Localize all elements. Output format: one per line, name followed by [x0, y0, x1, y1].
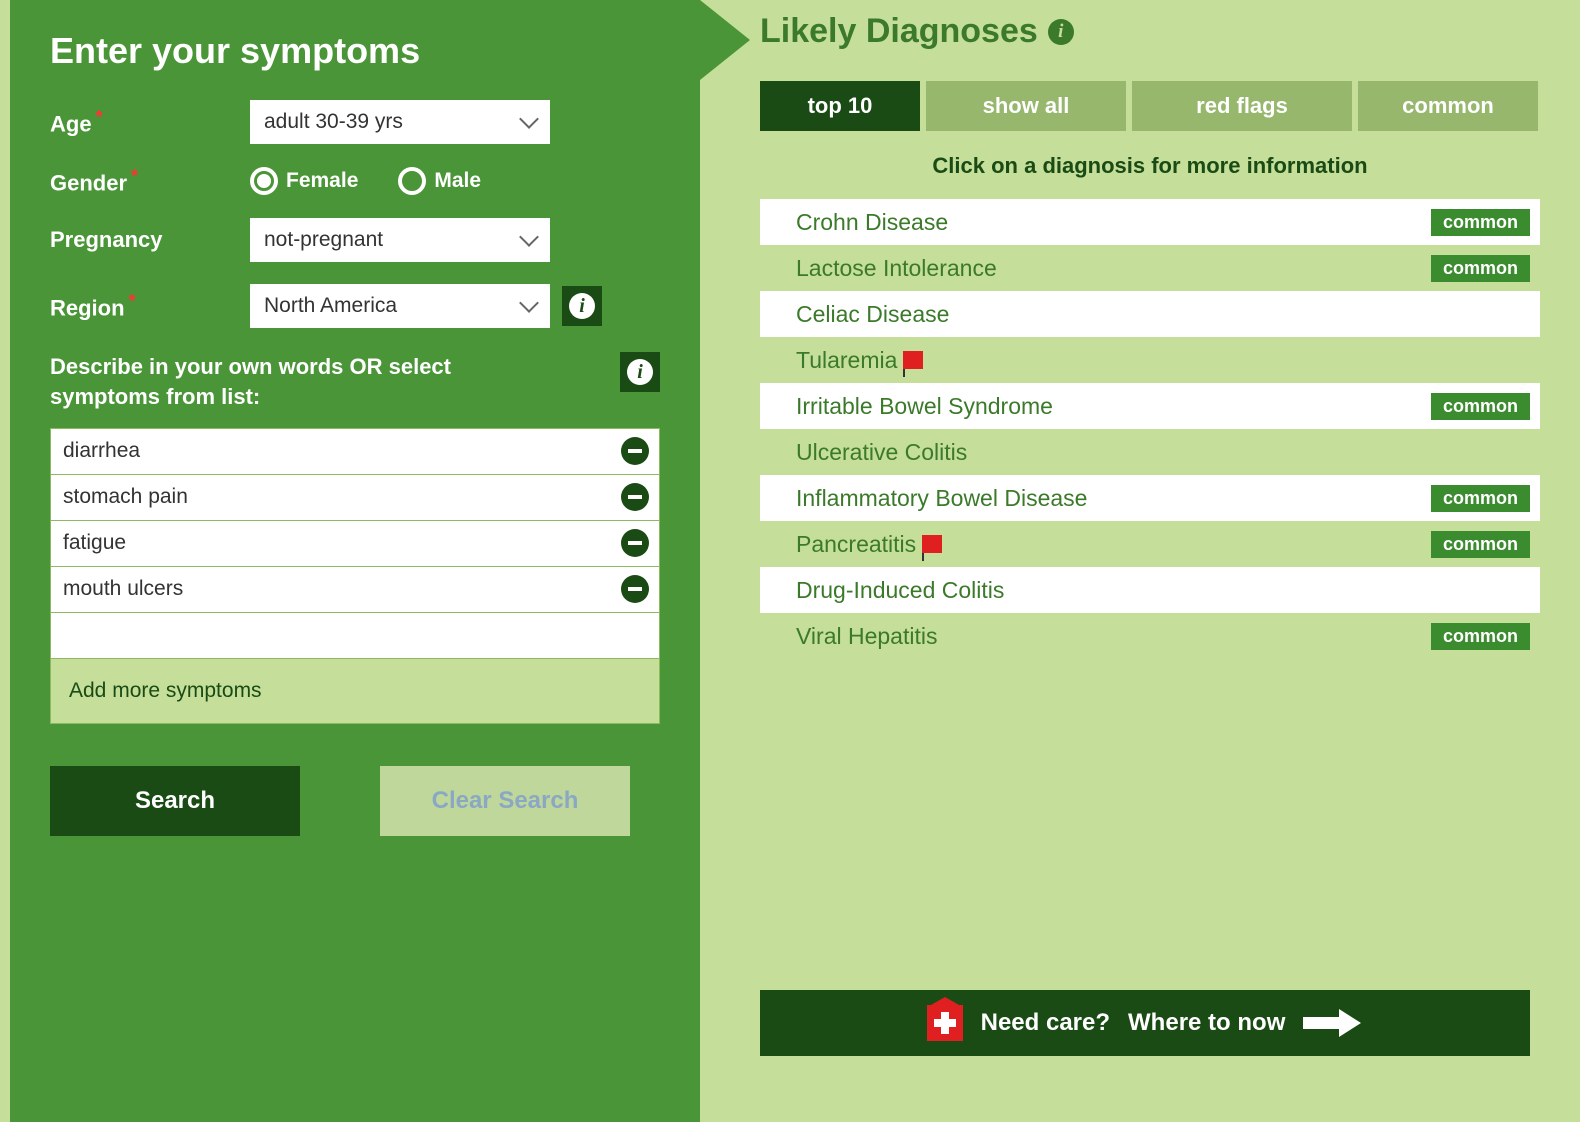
panel-arrow-icon: [700, 0, 750, 80]
chevron-down-icon: [519, 227, 539, 247]
chevron-down-icon: [519, 109, 539, 129]
common-badge: common: [1431, 209, 1530, 236]
diagnoses-list: Crohn Disease common Lactose Intolerance co…: [760, 199, 1540, 659]
region-info-button[interactable]: i: [562, 286, 602, 326]
diagnosis-item[interactable]: Lactose Intolerance common: [760, 245, 1540, 291]
symptom-input[interactable]: [51, 613, 659, 659]
diagnosis-name: Ulcerative Colitis: [796, 439, 967, 466]
remove-symptom-icon[interactable]: [621, 437, 649, 465]
diagnosis-name: Crohn Disease: [796, 209, 948, 236]
pregnancy-row: Pregnancy not-pregnant: [50, 218, 660, 262]
gender-row: Gender* Female Male: [50, 166, 660, 196]
diagnoses-title: Likely Diagnoses i: [760, 12, 1540, 51]
symptom-item[interactable]: mouth ulcers: [51, 567, 659, 613]
diagnosis-name: Pancreatitis: [796, 531, 916, 558]
radio-icon: [250, 167, 278, 195]
radio-icon: [398, 167, 426, 195]
symptom-text: fatigue: [63, 531, 126, 555]
info-icon: i: [627, 359, 653, 385]
red-flag-icon: [922, 535, 942, 553]
diagnosis-item[interactable]: Celiac Disease: [760, 291, 1540, 337]
pregnancy-select[interactable]: not-pregnant: [250, 218, 550, 262]
region-value: North America: [264, 294, 397, 318]
diagnosis-item[interactable]: Ulcerative Colitis: [760, 429, 1540, 475]
describe-label: Describe in your own words OR select sym…: [50, 352, 550, 411]
diagnosis-item[interactable]: Irritable Bowel Syndrome common: [760, 383, 1540, 429]
tab-common[interactable]: common: [1358, 81, 1538, 131]
panel-title: Enter your symptoms: [50, 30, 660, 72]
female-label: Female: [286, 169, 358, 193]
need-care-button[interactable]: Need care? Where to now: [760, 990, 1530, 1056]
diagnosis-item[interactable]: Tularemia: [760, 337, 1540, 383]
diagnosis-name: Viral Hepatitis: [796, 623, 937, 650]
gender-label: Gender*: [50, 166, 250, 196]
symptom-text: diarrhea: [63, 439, 140, 463]
diagnoses-info-button[interactable]: i: [1048, 19, 1074, 45]
diagnosis-item[interactable]: Viral Hepatitis common: [760, 613, 1540, 659]
common-badge: common: [1431, 623, 1530, 650]
pregnancy-label: Pregnancy: [50, 227, 250, 253]
symptom-item[interactable]: fatigue: [51, 521, 659, 567]
medical-cross-icon: [927, 1005, 963, 1041]
diagnosis-item[interactable]: Drug-Induced Colitis: [760, 567, 1540, 613]
care-text-1: Need care?: [981, 1009, 1110, 1037]
symptom-list: diarrhea stomach pain fatigue mouth ulcers A…: [50, 428, 660, 724]
male-label: Male: [434, 169, 481, 193]
button-row: Search Clear Search: [50, 766, 660, 836]
filter-tabs: top 10 show all red flags common: [760, 81, 1540, 131]
arrow-right-icon: [1303, 1013, 1363, 1033]
region-row: Region* North America i: [50, 284, 660, 328]
clear-search-button[interactable]: Clear Search: [380, 766, 630, 836]
chevron-down-icon: [519, 293, 539, 313]
pregnancy-value: not-pregnant: [264, 228, 383, 252]
remove-symptom-icon[interactable]: [621, 575, 649, 603]
describe-info-button[interactable]: i: [620, 352, 660, 392]
common-badge: common: [1431, 531, 1530, 558]
search-button[interactable]: Search: [50, 766, 300, 836]
symptom-item[interactable]: stomach pain: [51, 475, 659, 521]
diagnosis-item[interactable]: Pancreatitis common: [760, 521, 1540, 567]
symptom-text: mouth ulcers: [63, 577, 183, 601]
diagnosis-name: Irritable Bowel Syndrome: [796, 393, 1053, 420]
describe-row: Describe in your own words OR select sym…: [50, 352, 660, 411]
diagnoses-panel: Likely Diagnoses i top 10 show all red f…: [760, 12, 1540, 659]
region-select[interactable]: North America: [250, 284, 550, 328]
common-badge: common: [1431, 393, 1530, 420]
age-row: Age* adult 30-39 yrs: [50, 100, 660, 144]
diagnosis-name: Drug-Induced Colitis: [796, 577, 1004, 604]
care-text-2: Where to now: [1128, 1009, 1285, 1037]
age-select[interactable]: adult 30-39 yrs: [250, 100, 550, 144]
tab-red-flags[interactable]: red flags: [1132, 81, 1352, 131]
gender-female-radio[interactable]: Female: [250, 167, 358, 195]
symptom-text: stomach pain: [63, 485, 188, 509]
remove-symptom-icon[interactable]: [621, 529, 649, 557]
symptom-entry-panel: Enter your symptoms Age* adult 30-39 yrs…: [10, 0, 700, 1122]
symptom-item[interactable]: diarrhea: [51, 429, 659, 475]
gender-male-radio[interactable]: Male: [398, 167, 481, 195]
add-more-symptoms[interactable]: Add more symptoms: [51, 659, 659, 723]
region-label: Region*: [50, 291, 250, 321]
tab-show-all[interactable]: show all: [926, 81, 1126, 131]
diagnosis-item[interactable]: Inflammatory Bowel Disease common: [760, 475, 1540, 521]
common-badge: common: [1431, 485, 1530, 512]
diagnosis-item[interactable]: Crohn Disease common: [760, 199, 1540, 245]
age-label: Age*: [50, 107, 250, 137]
gender-radio-group: Female Male: [250, 167, 481, 195]
diagnosis-name: Inflammatory Bowel Disease: [796, 485, 1087, 512]
diagnosis-name: Celiac Disease: [796, 301, 949, 328]
age-value: adult 30-39 yrs: [264, 110, 403, 134]
red-flag-icon: [903, 351, 923, 369]
remove-symptom-icon[interactable]: [621, 483, 649, 511]
common-badge: common: [1431, 255, 1530, 282]
diagnosis-name: Lactose Intolerance: [796, 255, 997, 282]
info-icon: i: [569, 293, 595, 319]
tab-top10[interactable]: top 10: [760, 81, 920, 131]
diagnosis-name: Tularemia: [796, 347, 897, 374]
diagnoses-hint: Click on a diagnosis for more informatio…: [760, 153, 1540, 179]
